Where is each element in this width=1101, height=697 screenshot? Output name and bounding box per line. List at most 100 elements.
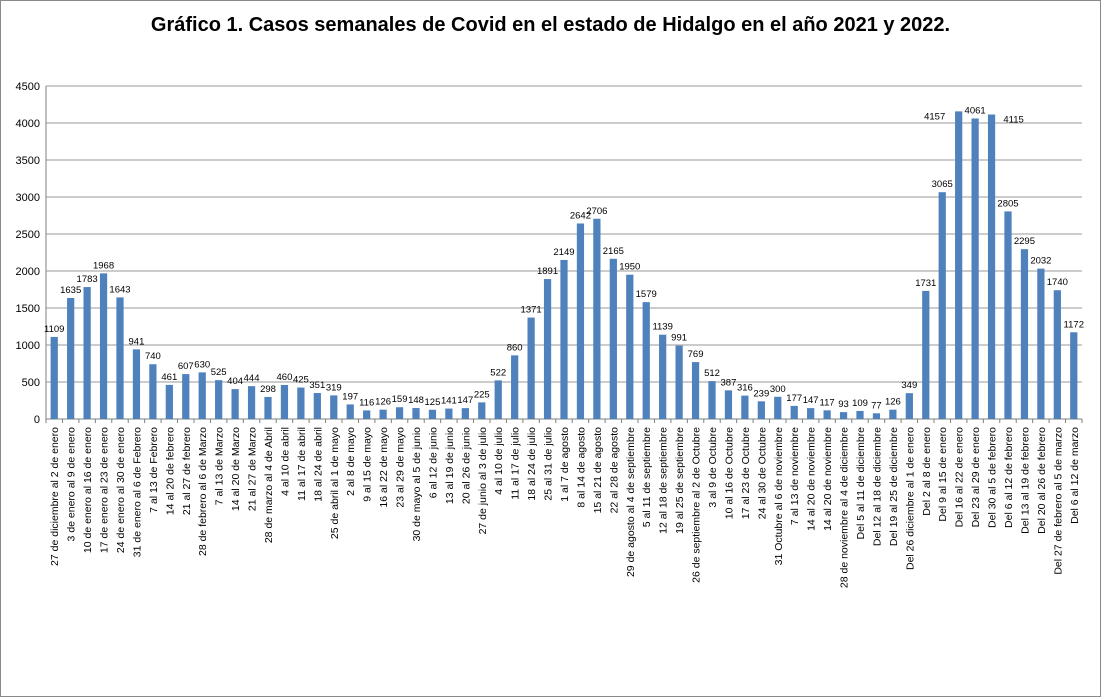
data-label: 1783 [77,274,98,285]
bar [99,273,108,419]
x-tick-label: 10 de enero al 16 de enero [82,427,94,553]
bar [461,408,469,419]
data-label: 607 [178,361,194,372]
y-tick-label: 0 [34,414,40,426]
data-label: 148 [408,395,424,406]
data-label: 2149 [553,247,574,258]
x-tick-label: 8 al 14 de agosto [575,427,587,508]
x-tick-label: Del 6 al 12 de febrero [1003,427,1015,528]
data-label: 316 [737,383,753,394]
x-tick-label: Del 20 al 26 de febrero [1036,427,1048,534]
bar [938,192,946,419]
x-tick-label: 27 de diciembre al 2 de enero [49,427,61,566]
data-label: 125 [425,397,441,408]
x-tick-label: 5 al 11 de septiembre [641,427,653,527]
bar [955,111,963,419]
data-label: 1643 [109,284,130,295]
data-label: 319 [326,382,342,393]
data-label: 1731 [915,278,936,289]
x-tick-label: 1 al 7 de agosto [559,427,571,502]
bar [231,389,239,419]
bar [494,380,502,419]
y-tick-label: 2000 [16,266,40,278]
x-tick-label: Del 6 al 12 de marzo [1069,427,1081,524]
x-tick-label: 21 al 27 de febrero [181,427,193,515]
data-label: 460 [277,372,293,383]
bar [922,290,930,419]
bar [297,387,305,419]
x-tick-label: Del 16 al 22 de enero [954,427,966,528]
bar [182,374,190,419]
data-label: 444 [244,373,260,384]
bar [330,395,338,419]
bar [987,114,996,420]
data-label: 4115 [1003,114,1023,125]
x-tick-label: 6 al 12 de junio [427,427,439,498]
bar [790,405,798,419]
x-tick-label: 17 de enero al 23 de enero [99,427,111,553]
data-label: 1635 [60,285,81,296]
x-tick-label: Del 26 diciembre al 1 de enero [904,427,916,570]
bar [198,372,206,419]
bar [1053,290,1061,419]
data-label: 159 [392,394,408,405]
data-label: 1109 [44,324,64,335]
data-label: 860 [507,342,523,353]
x-tick-label: 19 al 25 de septiembre [674,427,686,534]
bar [264,396,272,419]
x-tick-label: 14 al 20 de Marzo [230,427,242,511]
x-tick-label: 9 al 15 de mayo [362,427,374,502]
bar [478,402,486,419]
data-label: 2642 [570,210,591,221]
x-tick-label: 31 de enero al 6 de Febrero [131,427,143,557]
x-tick-label: Del 9 al 15 de enero [937,427,949,522]
data-label: 77 [871,400,882,411]
x-tick-label: Del 30 al 5 de febrero [987,427,999,528]
data-label: 349 [901,380,917,391]
x-tick-label: 22 al 28 de agosto [608,427,620,514]
bar [724,390,733,419]
x-tick-label: 29 de agosto al 4 de septiembre [625,427,637,577]
x-tick-label: 7 al 13 de Marzo [214,427,226,505]
bar [543,279,552,419]
bar [1070,332,1078,419]
x-tick-label: 24 al 30 de Octubre [756,427,768,519]
bar [313,393,321,419]
data-label: 126 [885,397,901,408]
bar [593,218,601,419]
bar [83,287,91,419]
data-label: 404 [227,376,243,387]
data-label: 1579 [636,289,657,300]
x-tick-label: 15 al 21 de agosto [592,427,604,514]
data-label: 116 [359,397,374,408]
x-tick-label: 27 de junio al 3 de julio [477,427,489,535]
data-label: 1891 [537,266,558,277]
bar [149,364,157,419]
data-label: 1139 [652,322,672,333]
y-tick-label: 2500 [16,229,40,241]
bar [839,412,848,419]
bar [116,297,124,419]
bar [215,380,223,419]
x-tick-label: 7 al 13 de noviembre [789,427,801,525]
x-tick-label: Del 19 al 25 de diciembre [888,427,900,546]
bar [412,408,420,419]
data-label: 2706 [586,206,607,217]
bar [807,408,815,419]
bar [872,413,881,419]
data-label: 522 [490,367,506,378]
data-label: 1950 [619,262,640,273]
x-tick-label: Del 12 al 18 de diciembre [871,427,883,546]
x-tick-label: Del 13 al 19 de febrero [1019,427,1031,534]
data-label: 239 [753,388,769,399]
data-label: 300 [770,384,786,395]
data-label: 93 [838,399,849,410]
data-label: 1371 [521,305,542,316]
data-label: 117 [820,397,835,408]
x-tick-label: 24 de enero al 30 de enero [115,427,127,553]
bar [1004,211,1012,419]
bar [363,410,371,419]
x-tick-label: 28 de febrero al 6 de Marzo [197,427,209,556]
x-tick-label: 16 al 22 de mayo [378,427,390,508]
data-label: 1740 [1047,277,1068,288]
